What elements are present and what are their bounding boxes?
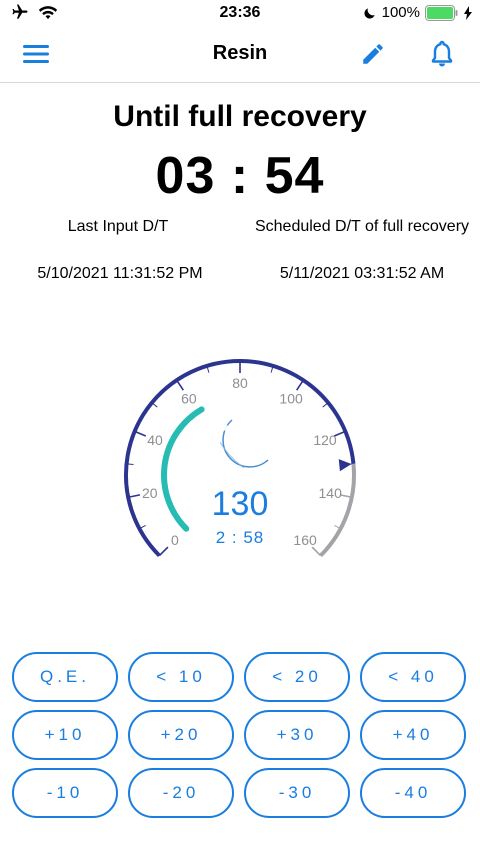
resin-adjust-buttons: Q.E. < 10 < 20 < 40 +10 +20 +30 +40 -10 -20 -30 -40 [12,652,468,818]
last-input-value: 5/10/2021 11:31:52 PM [37,265,203,282]
gauge-label-140: 140 [319,485,343,501]
gauge-tick-40 [134,430,147,437]
gauge-label-20: 20 [142,485,158,501]
resin-gauge: 0 20 40 60 80 100 120 140 160 130 2 : 58 [124,359,356,558]
adjust-button-40-r1c3[interactable]: +40 [360,710,466,760]
adjust-button-30-r1c2[interactable]: +30 [244,710,350,760]
adjust-button-10-r1c0[interactable]: +10 [12,710,118,760]
nav-bar: Resin [0,28,480,83]
last-input-label: Last Input D/T [67,218,169,235]
gauge-outer-remaining-arc [319,463,356,558]
scheduled-label: Scheduled D/T of full recovery [254,218,470,235]
wifi-icon [38,6,58,20]
adjust-button-30-r2c2[interactable]: -30 [244,768,350,818]
nav-title: Resin [212,42,268,64]
countdown-timer: 03 : 54 [155,147,325,205]
gauge-label-0: 0 [171,532,179,548]
moon-icon [364,7,375,19]
adjust-button-20-r1c1[interactable]: +20 [128,710,234,760]
gauge-current-value: 130 [212,485,269,523]
menu-button[interactable] [18,38,54,70]
edit-button[interactable] [355,38,391,70]
hamburger-menu-icon [23,45,49,63]
gauge-label-80: 80 [232,375,248,391]
gauge-outer-filled-arc [124,359,356,558]
adjust-button-40-r2c3[interactable]: -40 [360,768,466,818]
charging-bolt-icon [464,5,472,20]
moon-icon [219,419,269,469]
adjust-button-10-r0c1[interactable]: < 10 [128,652,234,702]
battery-percent: 100% [381,4,420,21]
gauge-tick-140 [339,494,352,499]
gauge-label-40: 40 [147,432,163,448]
status-time: 23:36 [219,4,261,21]
gauge-tick-0 [158,546,169,557]
gauge-label-120: 120 [313,432,337,448]
gauge-label-60: 60 [181,391,197,407]
gauge-label-160: 160 [293,532,317,548]
adjust-button-20-r2c1[interactable]: -20 [128,768,234,818]
adjust-button-10-r2c0[interactable]: -10 [12,768,118,818]
gauge-inner-progress-arc [161,406,205,532]
gauge-tick-120 [333,430,346,437]
status-left [10,3,58,21]
recovery-heading: Until full recovery [113,100,367,133]
gauge-pointer [338,459,352,472]
gauge-tick-60 [175,379,184,391]
gauge-tick-100 [296,379,305,391]
airplane-icon [12,4,28,19]
adjust-button-20-r0c2[interactable]: < 20 [244,652,350,702]
notification-button[interactable] [424,38,460,70]
adjust-button-q-e-r0c0[interactable]: Q.E. [12,652,118,702]
gauge-label-100: 100 [279,391,303,407]
gauge-tick-20 [128,494,141,499]
gauge-time-to-next: 2 : 58 [216,528,265,547]
bell-icon [431,40,453,67]
status-right: 100% [363,4,472,21]
status-bar: 23:36 100% [0,0,480,28]
battery-icon [425,4,458,21]
adjust-button-40-r0c3[interactable]: < 40 [360,652,466,702]
gauge-tick-labels: 0 20 40 60 80 100 120 140 160 [142,375,342,548]
pencil-icon [363,44,383,64]
scheduled-value: 5/11/2021 03:31:52 AM [279,265,445,282]
